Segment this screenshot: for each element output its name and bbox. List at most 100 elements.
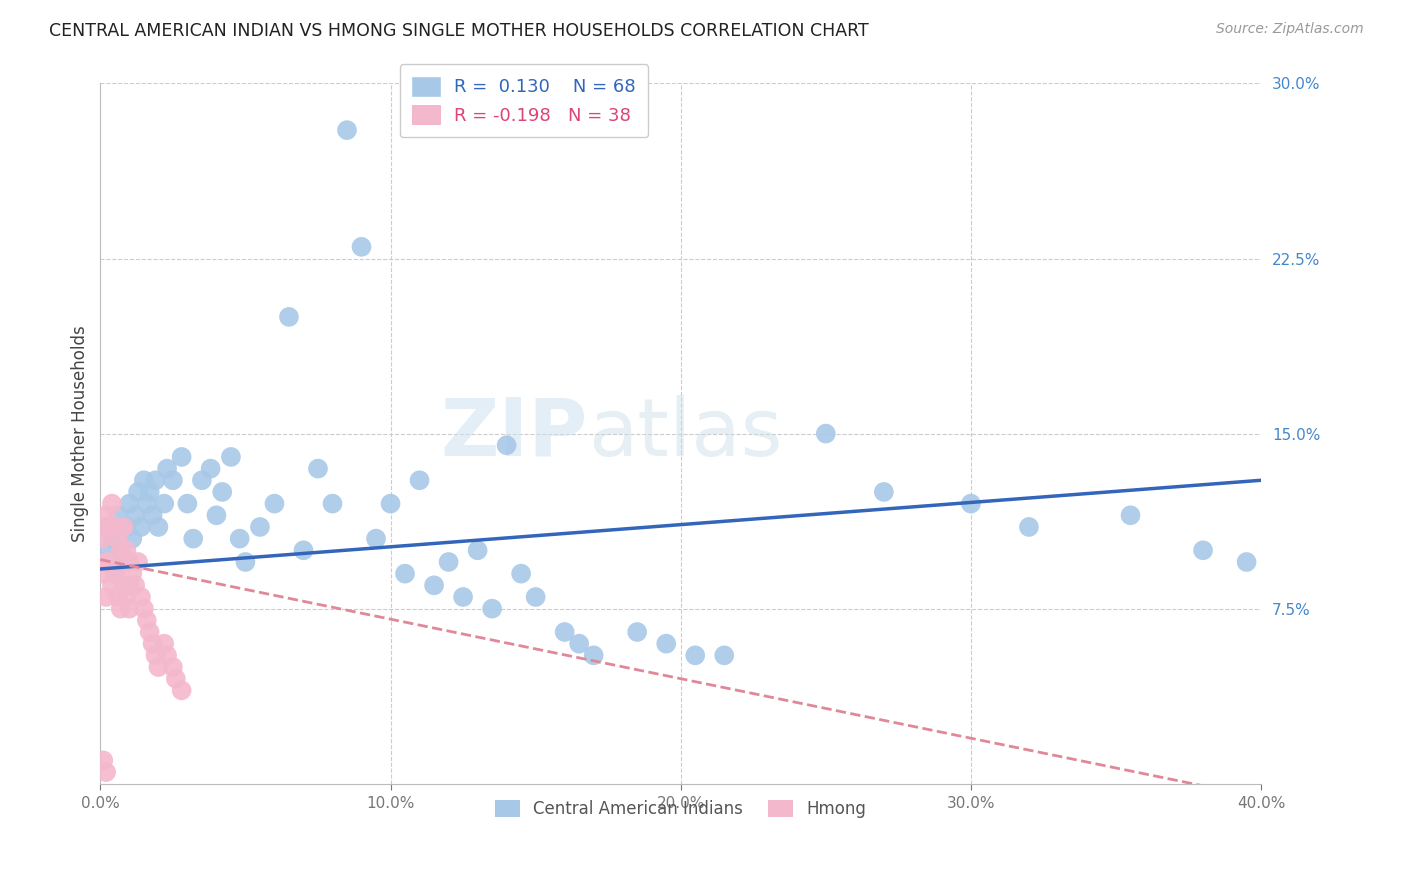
- Point: [96, 555, 118, 569]
- Point: [495, 438, 517, 452]
- Point: [655, 637, 678, 651]
- Point: [127, 485, 149, 500]
- Point: [135, 613, 157, 627]
- Point: [394, 566, 416, 581]
- Point: [162, 473, 184, 487]
- Point: [235, 555, 257, 569]
- Point: [96, 508, 118, 523]
- Text: Source: ZipAtlas.com: Source: ZipAtlas.com: [1216, 22, 1364, 37]
- Point: [118, 497, 141, 511]
- Point: [960, 497, 983, 511]
- Point: [713, 648, 735, 663]
- Point: [91, 532, 114, 546]
- Point: [524, 590, 547, 604]
- Point: [98, 543, 121, 558]
- Point: [121, 532, 143, 546]
- Point: [107, 508, 129, 523]
- Point: [467, 543, 489, 558]
- Point: [307, 461, 329, 475]
- Point: [481, 601, 503, 615]
- Point: [132, 601, 155, 615]
- Point: [380, 497, 402, 511]
- Point: [107, 532, 129, 546]
- Point: [228, 532, 250, 546]
- Point: [626, 625, 648, 640]
- Point: [91, 566, 114, 581]
- Point: [96, 590, 118, 604]
- Point: [118, 601, 141, 615]
- Point: [98, 555, 121, 569]
- Point: [138, 625, 160, 640]
- Point: [124, 578, 146, 592]
- Text: atlas: atlas: [588, 394, 782, 473]
- Point: [873, 485, 896, 500]
- Point: [110, 601, 132, 615]
- Point: [145, 648, 167, 663]
- Point: [181, 532, 204, 546]
- Point: [278, 310, 301, 324]
- Point: [336, 123, 359, 137]
- Point: [110, 543, 132, 558]
- Point: [107, 590, 129, 604]
- Point: [148, 660, 170, 674]
- Point: [582, 648, 605, 663]
- Point: [683, 648, 706, 663]
- Point: [451, 590, 474, 604]
- Point: [263, 497, 285, 511]
- Point: [170, 450, 193, 464]
- Point: [153, 497, 176, 511]
- Point: [101, 497, 124, 511]
- Point: [219, 450, 242, 464]
- Point: [98, 520, 121, 534]
- Point: [91, 753, 114, 767]
- Point: [156, 461, 179, 475]
- Point: [568, 637, 591, 651]
- Point: [408, 473, 430, 487]
- Point: [170, 683, 193, 698]
- Point: [145, 473, 167, 487]
- Point: [110, 543, 132, 558]
- Point: [142, 508, 165, 523]
- Point: [510, 566, 533, 581]
- Point: [124, 508, 146, 523]
- Point: [142, 637, 165, 651]
- Point: [104, 566, 127, 581]
- Point: [104, 566, 127, 581]
- Point: [350, 240, 373, 254]
- Point: [112, 578, 135, 592]
- Point: [118, 578, 141, 592]
- Point: [148, 520, 170, 534]
- Point: [205, 508, 228, 523]
- Legend: Central American Indians, Hmong: Central American Indians, Hmong: [488, 793, 873, 824]
- Y-axis label: Single Mother Households: Single Mother Households: [72, 326, 89, 542]
- Point: [1018, 520, 1040, 534]
- Point: [129, 520, 152, 534]
- Point: [423, 578, 446, 592]
- Point: [1119, 508, 1142, 523]
- Point: [101, 578, 124, 592]
- Point: [292, 543, 315, 558]
- Point: [121, 566, 143, 581]
- Point: [211, 485, 233, 500]
- Point: [138, 485, 160, 500]
- Point: [96, 520, 118, 534]
- Point: [153, 637, 176, 651]
- Point: [129, 590, 152, 604]
- Point: [1192, 543, 1215, 558]
- Point: [364, 532, 387, 546]
- Point: [104, 520, 127, 534]
- Point: [191, 473, 214, 487]
- Point: [437, 555, 460, 569]
- Point: [814, 426, 837, 441]
- Point: [1236, 555, 1258, 569]
- Point: [127, 555, 149, 569]
- Point: [165, 672, 187, 686]
- Point: [101, 532, 124, 546]
- Point: [91, 555, 114, 569]
- Point: [118, 555, 141, 569]
- Point: [132, 473, 155, 487]
- Point: [112, 520, 135, 534]
- Point: [200, 461, 222, 475]
- Point: [115, 543, 138, 558]
- Point: [96, 765, 118, 780]
